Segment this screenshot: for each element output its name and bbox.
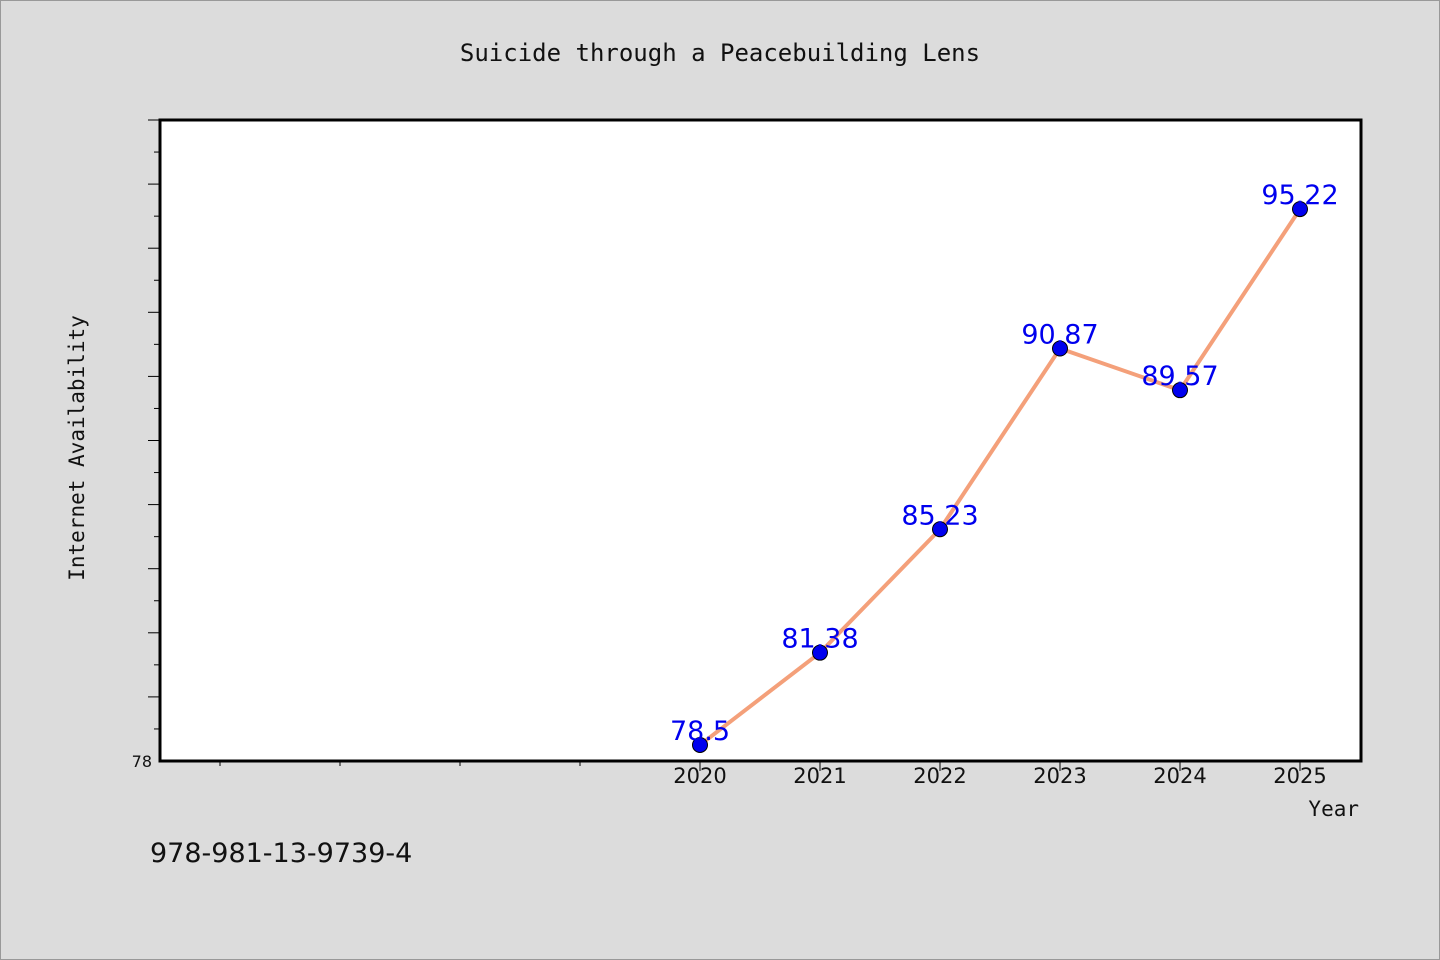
- data-point: [1052, 340, 1068, 357]
- data-label: 95.22: [1261, 180, 1338, 211]
- x-axis-label: Year: [1308, 797, 1359, 821]
- y-axis-label: Internet Availability: [65, 315, 89, 581]
- x-tick-label: 2021: [793, 764, 846, 788]
- x-tick-label: 2024: [1153, 764, 1206, 788]
- x-tick-label: 2020: [673, 764, 726, 788]
- data-point: [692, 736, 708, 753]
- data-labels-layer: 78.5 81.38 85.23 90.87 89.57 95.22: [670, 180, 1339, 747]
- series-line: [698, 207, 1302, 747]
- isbn-footer: 978-981-13-9739-4: [150, 838, 412, 869]
- y-axis-ticks: 78: [132, 119, 160, 771]
- x-tick-label: 2022: [913, 764, 966, 788]
- y-tick-label: 78: [132, 752, 152, 771]
- plot-area: [158, 118, 1363, 763]
- series-layer: [692, 201, 1308, 753]
- data-label: 90.87: [1021, 320, 1098, 351]
- chart-title: Suicide through a Peacebuilding Lens: [460, 39, 980, 67]
- data-point: [812, 644, 828, 661]
- data-point: [1292, 201, 1308, 218]
- data-point: [1172, 382, 1188, 399]
- x-tick-label: 2025: [1273, 764, 1326, 788]
- data-label: 81.38: [781, 624, 858, 655]
- x-axis-ticks: 2020 2021 2022 2023 2024 2025: [219, 761, 1327, 788]
- data-point: [932, 521, 948, 538]
- x-tick-label: 2023: [1033, 764, 1086, 788]
- data-label: 89.57: [1141, 361, 1218, 392]
- data-label: 85.23: [901, 500, 978, 531]
- data-label: 78.5: [670, 716, 730, 747]
